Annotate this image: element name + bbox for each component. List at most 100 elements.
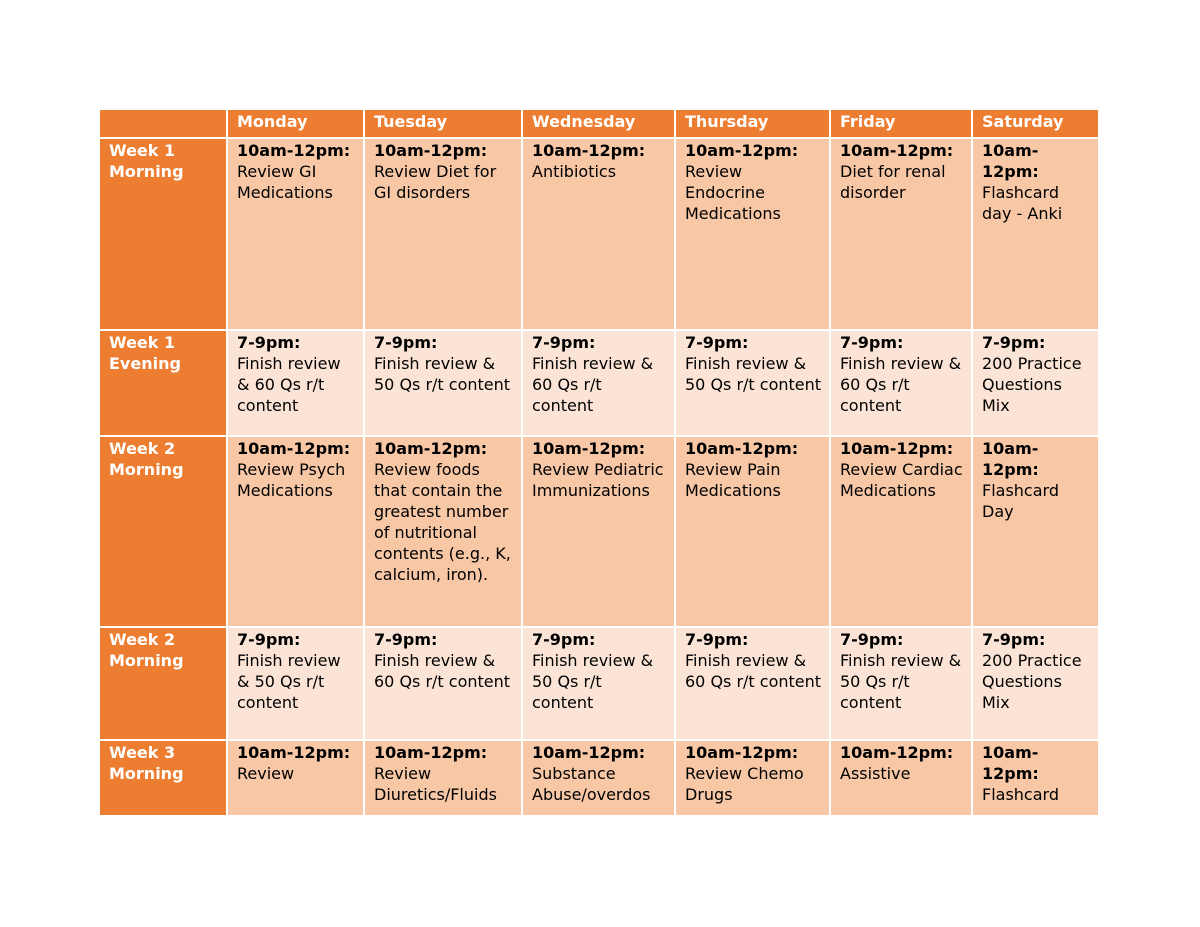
cell-text: Finish review & 60 Qs r/t content (840, 354, 962, 415)
cell-text: Assistive (840, 764, 911, 783)
schedule-cell: 7-9pm: Finish review & 50 Qs r/t content (676, 331, 831, 437)
schedule-cell: 10am-12pm: Review GI Medications (228, 139, 365, 331)
schedule-cell: 7-9pm: Finish review & 50 Qs r/t content (365, 331, 523, 437)
row-label: Week 2 Morning (100, 628, 228, 741)
cell-text: Review Cardiac Medications (840, 460, 963, 500)
cell-text: Flashcard Day (982, 481, 1059, 521)
cell-text: Review Endocrine Medications (685, 162, 781, 223)
cell-text: 200 Practice Questions Mix (982, 651, 1082, 712)
schedule-cell: 10am-12pm: Review (228, 741, 365, 817)
cell-text: Finish review & 60 Qs r/t content (685, 651, 822, 691)
schedule-cell: 7-9pm: Finish review & 60 Qs r/t content (228, 331, 365, 437)
cell-time: 10am-12pm: (840, 439, 954, 458)
cell-text: Finish review & 50 Qs r/t content (237, 651, 341, 712)
schedule-cell: 10am-12pm: Review Chemo Drugs (676, 741, 831, 817)
cell-time: 10am-12pm: (532, 743, 646, 762)
schedule-cell: 10am-12pm: Antibiotics (523, 139, 676, 331)
cell-time: 10am-12pm: (982, 141, 1039, 181)
cell-time: 10am-12pm: (532, 141, 646, 160)
cell-time: 7-9pm: (685, 333, 749, 352)
cell-time: 7-9pm: (374, 333, 438, 352)
schedule-cell: 10am-12pm: Review Endocrine Medications (676, 139, 831, 331)
header-cell: Thursday (676, 110, 831, 139)
cell-time: 10am-12pm: (237, 141, 351, 160)
cell-text: Finish review & 60 Qs r/t content (374, 651, 511, 691)
schedule-cell: 7-9pm: Finish review & 50 Qs r/t content (523, 628, 676, 741)
cell-time: 7-9pm: (840, 630, 904, 649)
cell-text: Review foods that contain the greatest n… (374, 460, 511, 584)
row-label: Week 1 Evening (100, 331, 228, 437)
cell-text: Finish review & 50 Qs r/t content (374, 354, 511, 394)
cell-time: 10am-12pm: (685, 743, 799, 762)
schedule-cell: 10am-12pm: Diet for renal disorder (831, 139, 973, 331)
cell-time: 10am-12pm: (237, 743, 351, 762)
header-cell: Wednesday (523, 110, 676, 139)
cell-time: 7-9pm: (840, 333, 904, 352)
cell-text: Review Pediatric Immunizations (532, 460, 664, 500)
cell-time: 7-9pm: (532, 630, 596, 649)
cell-text: Review Chemo Drugs (685, 764, 804, 804)
cell-time: 7-9pm: (982, 630, 1046, 649)
schedule-cell: 7-9pm: 200 Practice Questions Mix (973, 331, 1100, 437)
cell-text: Review GI Medications (237, 162, 333, 202)
schedule-cell: 7-9pm: Finish review & 50 Qs r/t content (228, 628, 365, 741)
header-cell: Friday (831, 110, 973, 139)
cell-time: 10am-12pm: (374, 141, 488, 160)
cell-text: Finish review & 60 Qs r/t content (237, 354, 341, 415)
header-cell: Saturday (973, 110, 1100, 139)
schedule-cell: 10am-12pm: Substance Abuse/overdos (523, 741, 676, 817)
cell-text: Antibiotics (532, 162, 617, 181)
cell-time: 10am-12pm: (982, 439, 1039, 479)
cell-text: 200 Practice Questions Mix (982, 354, 1082, 415)
cell-text: Review Diet for GI disorders (374, 162, 497, 202)
schedule-cell: 10am-12pm: Review Psych Medications (228, 437, 365, 628)
cell-time: 10am-12pm: (840, 743, 954, 762)
cell-time: 7-9pm: (374, 630, 438, 649)
header-cell: Tuesday (365, 110, 523, 139)
row-label: Week 3 Morning (100, 741, 228, 817)
cell-text: Review Diuretics/Fluids (374, 764, 497, 804)
cell-text: Review Pain Medications (685, 460, 781, 500)
schedule-table: Monday Tuesday Wednesday Thursday Friday Satu… (100, 110, 1100, 817)
cell-time: 10am-12pm: (374, 439, 488, 458)
schedule-cell: 7-9pm: Finish review & 50 Qs r/t content (831, 628, 973, 741)
cell-text: Finish review & 50 Qs r/t content (840, 651, 962, 712)
row-label: Week 1 Morning (100, 139, 228, 331)
cell-text: Substance Abuse/overdos (532, 764, 651, 804)
schedule-cell: 7-9pm: Finish review & 60 Qs r/t content (831, 331, 973, 437)
schedule-cell: 10am-12pm: Review Pediatric Immunizations (523, 437, 676, 628)
cell-time: 7-9pm: (237, 630, 301, 649)
cell-text: Finish review & 60 Qs r/t content (532, 354, 654, 415)
cell-time: 7-9pm: (685, 630, 749, 649)
schedule-cell: 7-9pm: 200 Practice Questions Mix (973, 628, 1100, 741)
cell-text: Flashcard (982, 785, 1059, 804)
schedule-cell: 10am-12pm: Review Diuretics/Fluids (365, 741, 523, 817)
schedule-cell: 10am-12pm: Assistive (831, 741, 973, 817)
schedule-cell: 10am-12pm: Review Diet for GI disorders (365, 139, 523, 331)
schedule-cell: 7-9pm: Finish review & 60 Qs r/t content (676, 628, 831, 741)
cell-text: Review (237, 764, 295, 783)
cell-time: 10am-12pm: (685, 141, 799, 160)
schedule-cell: 10am-12pm: Flashcard (973, 741, 1100, 817)
header-cell: Monday (228, 110, 365, 139)
cell-text: Flashcard day - Anki (982, 183, 1063, 223)
cell-time: 10am-12pm: (374, 743, 488, 762)
cell-time: 7-9pm: (982, 333, 1046, 352)
cell-time: 10am-12pm: (982, 743, 1039, 783)
row-label: Week 2 Morning (100, 437, 228, 628)
cell-time: 10am-12pm: (237, 439, 351, 458)
cell-text: Finish review & 50 Qs r/t content (532, 651, 654, 712)
cell-time: 7-9pm: (237, 333, 301, 352)
schedule-cell: 10am-12pm: Flashcard day - Anki (973, 139, 1100, 331)
cell-time: 10am-12pm: (685, 439, 799, 458)
header-cell (100, 110, 228, 139)
cell-time: 10am-12pm: (840, 141, 954, 160)
schedule-cell: 7-9pm: Finish review & 60 Qs r/t content (365, 628, 523, 741)
cell-text: Finish review & 50 Qs r/t content (685, 354, 822, 394)
schedule-cell: 10am-12pm: Flashcard Day (973, 437, 1100, 628)
schedule-cell: 10am-12pm: Review Cardiac Medications (831, 437, 973, 628)
schedule-cell: 10am-12pm: Review foods that contain the … (365, 437, 523, 628)
schedule-cell: 7-9pm: Finish review & 60 Qs r/t content (523, 331, 676, 437)
cell-text: Review Psych Medications (237, 460, 346, 500)
